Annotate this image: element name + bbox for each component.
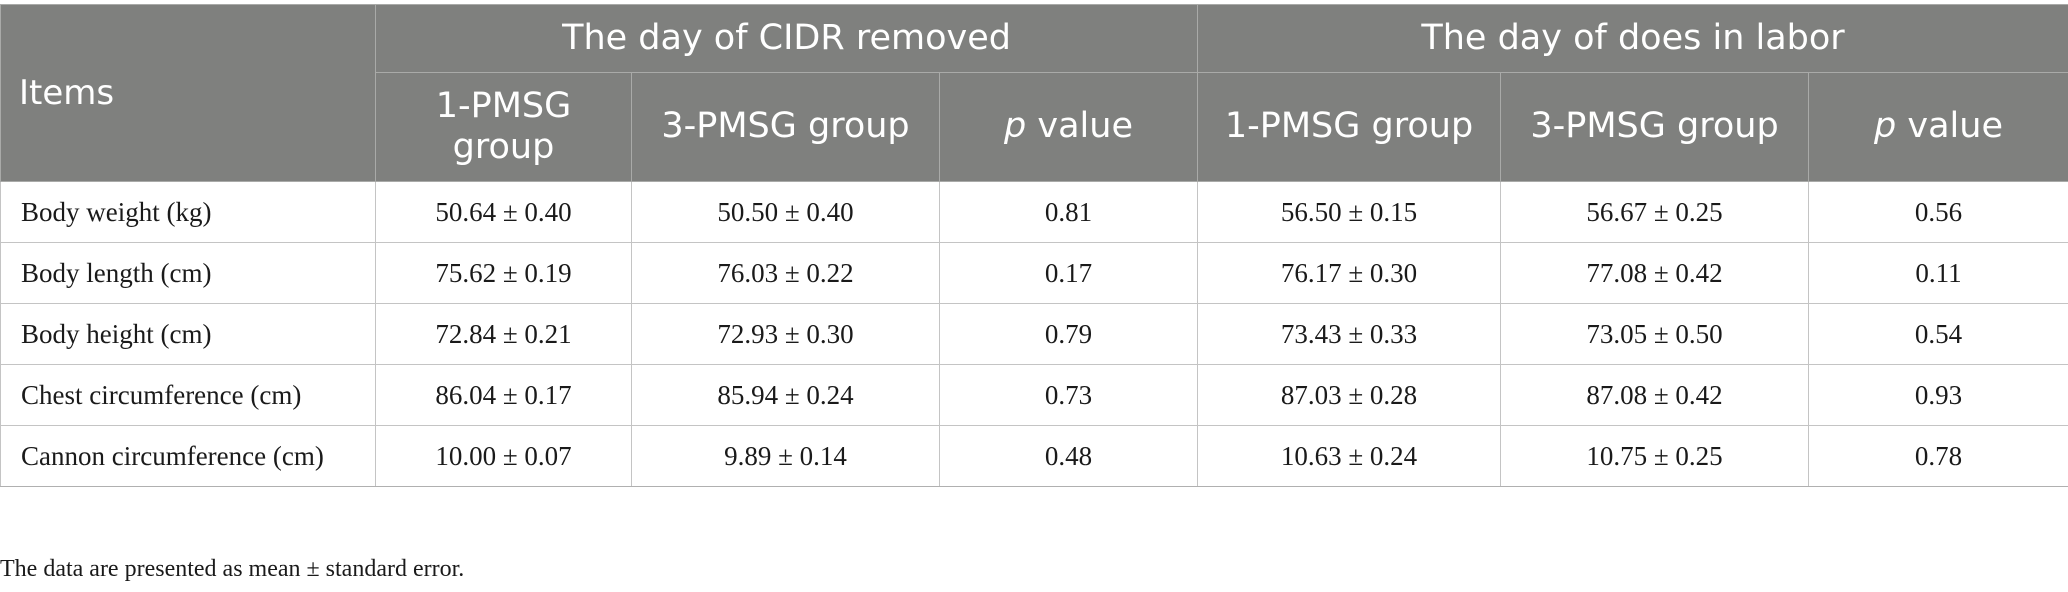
subheader-p-value-labor: p value xyxy=(1808,72,2068,182)
table-cell: 0.79 xyxy=(938,303,1199,365)
table-cell: 10.63 ± 0.24 xyxy=(1197,425,1502,487)
table-cell: 0.17 xyxy=(938,242,1199,304)
table-cell: 0.54 xyxy=(1808,303,2068,365)
table-cell: 73.05 ± 0.50 xyxy=(1500,303,1810,365)
table-cell: 56.67 ± 0.25 xyxy=(1500,181,1810,243)
p-symbol: p xyxy=(1874,106,1897,147)
p-symbol: p xyxy=(1004,106,1027,147)
table-cell: 75.62 ± 0.19 xyxy=(375,242,632,304)
table-cell: 87.03 ± 0.28 xyxy=(1197,364,1502,426)
subheader-p-value-cidr: p value xyxy=(938,72,1199,182)
table-cell: 0.93 xyxy=(1808,364,2068,426)
items-column-header: Items xyxy=(0,4,376,182)
table-cell: 72.84 ± 0.21 xyxy=(375,303,632,365)
data-table: Items The day of CIDR removed The day of… xyxy=(0,4,2068,487)
table-cell: 0.81 xyxy=(938,181,1199,243)
table-cell: 76.03 ± 0.22 xyxy=(631,242,940,304)
row-item-label: Body height (cm) xyxy=(0,303,376,365)
table-cell: 76.17 ± 0.30 xyxy=(1197,242,1502,304)
row-item-label: Chest circumference (cm) xyxy=(0,364,376,426)
table-row: Body height (cm) 72.84 ± 0.21 72.93 ± 0.… xyxy=(0,303,2068,365)
subheader-3-pmsg-labor: 3-PMSG group xyxy=(1500,72,1810,182)
table-body: Body weight (kg) 50.64 ± 0.40 50.50 ± 0.… xyxy=(0,181,2068,487)
row-item-label: Body weight (kg) xyxy=(0,181,376,243)
table-cell: 50.50 ± 0.40 xyxy=(631,181,940,243)
table-cell: 85.94 ± 0.24 xyxy=(631,364,940,426)
table-cell: 0.78 xyxy=(1808,425,2068,487)
p-value-label: value xyxy=(1026,106,1133,147)
table-row: Body length (cm) 75.62 ± 0.19 76.03 ± 0.… xyxy=(0,242,2068,304)
row-item-label: Cannon circumference (cm) xyxy=(0,425,376,487)
table-cell: 0.73 xyxy=(938,364,1199,426)
table-row: Body weight (kg) 50.64 ± 0.40 50.50 ± 0.… xyxy=(0,181,2068,243)
table-cell: 56.50 ± 0.15 xyxy=(1197,181,1502,243)
group-header-cidr-removed: The day of CIDR removed xyxy=(374,4,1199,73)
table-cell: 0.11 xyxy=(1808,242,2068,304)
table-cell: 0.56 xyxy=(1808,181,2068,243)
table-cell: 10.75 ± 0.25 xyxy=(1500,425,1810,487)
p-value-label: value xyxy=(1896,106,2003,147)
table-cell: 72.93 ± 0.30 xyxy=(631,303,940,365)
row-item-label: Body length (cm) xyxy=(0,242,376,304)
table-header: Items The day of CIDR removed The day of… xyxy=(0,4,2068,182)
table-cell: 86.04 ± 0.17 xyxy=(375,364,632,426)
table-cell: 10.00 ± 0.07 xyxy=(375,425,632,487)
subheader-3-pmsg-cidr: 3-PMSG group xyxy=(631,72,940,182)
group-header-does-in-labor: The day of does in labor xyxy=(1197,4,2068,73)
table-cell: 0.48 xyxy=(938,425,1199,487)
table-cell: 87.08 ± 0.42 xyxy=(1500,364,1810,426)
table-footnote: The data are presented as mean ± standar… xyxy=(0,556,465,582)
header-row-subgroups: 1-PMSG group 3-PMSG group p value 1-PMSG… xyxy=(1,72,2068,182)
table-cell: 9.89 ± 0.14 xyxy=(631,425,940,487)
table-row: Cannon circumference (cm) 10.00 ± 0.07 9… xyxy=(0,425,2068,487)
table-row: Chest circumference (cm) 86.04 ± 0.17 85… xyxy=(0,364,2068,426)
table-cell: 77.08 ± 0.42 xyxy=(1500,242,1810,304)
subheader-1-pmsg-cidr: 1-PMSG group xyxy=(375,72,632,182)
header-row-groups: Items The day of CIDR removed The day of… xyxy=(0,4,2068,182)
table-cell: 50.64 ± 0.40 xyxy=(375,181,632,243)
table-cell: 73.43 ± 0.33 xyxy=(1197,303,1502,365)
subheader-1-pmsg-labor: 1-PMSG group xyxy=(1197,72,1502,182)
